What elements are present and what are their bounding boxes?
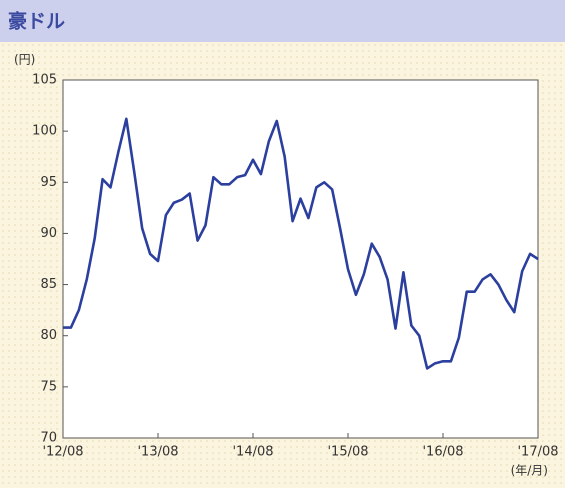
y-tick-label: 70 xyxy=(40,431,57,446)
line-series xyxy=(63,117,539,370)
x-tick-label: '12/08 xyxy=(42,445,83,460)
x-unit: (年/月) xyxy=(511,464,548,478)
y-tick-label: 75 xyxy=(40,379,57,394)
y-tick-label: 95 xyxy=(40,175,57,190)
x-tick-label: '13/08 xyxy=(137,445,178,460)
header-bar xyxy=(0,0,565,42)
y-tick-label: 85 xyxy=(40,277,57,292)
y-tick-label: 100 xyxy=(32,124,57,139)
y-tick-label: 80 xyxy=(40,328,57,343)
x-tick-label: '16/08 xyxy=(422,445,463,460)
chart-title: 豪ドル xyxy=(8,10,65,33)
plot-area xyxy=(62,79,539,439)
x-tick-label: '14/08 xyxy=(232,445,273,460)
y-tick-label: 105 xyxy=(32,73,57,88)
x-tick-label: '17/08 xyxy=(517,445,558,460)
y-unit: (円) xyxy=(14,53,35,67)
x-tick-label: '15/08 xyxy=(327,445,368,460)
y-tick-label: 90 xyxy=(40,226,57,241)
